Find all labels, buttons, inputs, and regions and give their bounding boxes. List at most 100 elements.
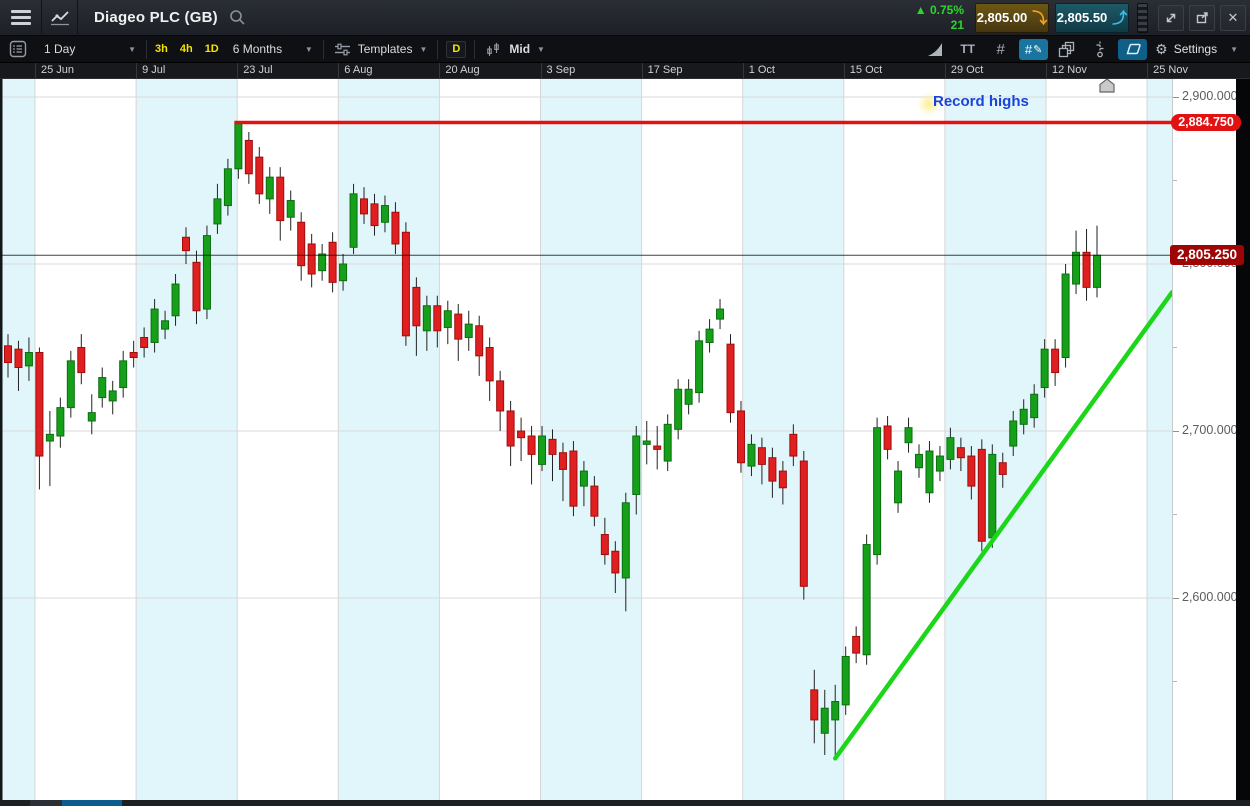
draw-hash-icon: # <box>1024 41 1033 57</box>
date-tick <box>742 63 744 79</box>
interval-badge-button[interactable]: D <box>446 40 467 58</box>
pencil-icon: ✎ <box>1033 43 1043 56</box>
settings-label: Settings <box>1173 42 1218 56</box>
price-basis-value: Mid <box>509 42 531 56</box>
date-axis[interactable]: 25 Jun 9 Jul 23 Jul 6 Aug 20 Aug 3 Sep 17 Sep 1… <box>0 63 1250 79</box>
ohlc-marker-tool-button[interactable] <box>1085 39 1114 60</box>
quick-period-3h[interactable]: 3h <box>155 43 168 55</box>
sell-price: 2,805.00 <box>976 10 1028 25</box>
price-tick <box>1173 430 1179 432</box>
date-tick-label: 9 Jul <box>142 64 166 76</box>
price-minor-tick <box>1173 180 1177 181</box>
bottom-panel-edge <box>0 800 1250 806</box>
legend-button[interactable] <box>0 36 36 63</box>
chart-toolbar: 1 Day ▼ 3h 4h 1D 6 Months ▼ Templates ▼ … <box>0 36 1250 63</box>
settings-button[interactable]: ⚙ Settings ▼ <box>1149 41 1244 58</box>
divider <box>322 39 324 59</box>
price-tick <box>1173 96 1179 98</box>
chart-type-button[interactable] <box>42 0 78 36</box>
draw-tool-button-active[interactable]: # ✎ <box>1019 38 1049 60</box>
close-button[interactable]: ✕ <box>1220 4 1246 31</box>
date-tick <box>641 63 643 79</box>
ohlc-marker-icon <box>1096 41 1104 58</box>
text-tool-button[interactable]: TT <box>953 39 982 60</box>
divider <box>146 39 147 59</box>
quick-period-4h[interactable]: 4h <box>179 43 193 55</box>
popout-button[interactable] <box>1189 4 1215 31</box>
date-tick-label: 20 Aug <box>445 64 480 76</box>
quick-period-1d[interactable]: 1D <box>204 43 219 55</box>
chevron-down-icon: ▼ <box>128 44 136 54</box>
sliders-icon <box>334 43 350 56</box>
date-tick <box>944 63 946 79</box>
hamburger-icon <box>10 7 31 28</box>
close-icon: ✕ <box>1227 9 1239 25</box>
date-tick-label: 25 Jun <box>41 64 75 76</box>
current-price-label: 2,805.250 <box>1170 245 1244 266</box>
right-edge-gutter <box>1236 79 1250 806</box>
date-tick <box>1147 63 1149 79</box>
bottom-panel-active-tab-edge[interactable] <box>62 800 122 806</box>
layers-tool-button[interactable] <box>1052 39 1081 60</box>
window-title-bar: Diageo PLC (GB) ▲ 0.75% 21 2,805.00 ⤵ 2,… <box>0 0 1250 36</box>
date-tick <box>35 63 36 79</box>
search-button[interactable] <box>228 8 247 27</box>
period-dropdown[interactable]: 1 Day ▼ <box>36 36 144 63</box>
maximize-button[interactable] <box>1158 4 1184 31</box>
grid-icon: # <box>996 40 1005 58</box>
grid-tool-button[interactable]: # <box>986 39 1015 60</box>
instrument-title: Diageo PLC (GB) <box>94 9 218 26</box>
resistance-price-label: 2,884.750 <box>1171 113 1241 131</box>
trend-tool-button[interactable] <box>920 39 949 60</box>
date-tick <box>843 63 845 79</box>
date-tick <box>540 63 542 79</box>
line-chart-icon <box>50 10 69 25</box>
hamburger-menu-button[interactable] <box>0 0 42 36</box>
date-tick-label: 3 Sep <box>546 64 576 76</box>
price-tick-label: 2,600.000 <box>1182 590 1238 604</box>
price-change: ▲ 0.75% 21 <box>915 3 964 33</box>
price-basis-dropdown[interactable]: Mid ▼ <box>477 36 553 63</box>
templates-dropdown[interactable]: Templates ▼ <box>326 36 436 63</box>
date-tick-label: 1 Oct <box>748 64 775 76</box>
buy-arrow-icon: ⤴ <box>1112 10 1128 27</box>
chevron-down-icon: ▼ <box>419 44 428 54</box>
date-tick <box>136 63 138 79</box>
buy-button[interactable]: 2,805.50 ⤴ <box>1055 2 1129 33</box>
price-tick-label: 2,900.000 <box>1182 89 1238 103</box>
sell-button[interactable]: 2,805.00 ⤵ <box>975 2 1049 33</box>
bottom-panel-segment <box>30 800 62 806</box>
range-dropdown[interactable]: 6 Months ▼ <box>225 36 321 63</box>
date-tick-label: 15 Oct <box>849 64 883 76</box>
price-tick <box>1173 597 1179 599</box>
templates-label: Templates <box>357 42 413 56</box>
record-highs-annotation[interactable]: Record highs <box>933 93 1029 110</box>
price-minor-tick <box>1173 681 1177 682</box>
date-tick <box>338 63 340 79</box>
text-tool-icon: TT <box>960 42 975 56</box>
expand-icon <box>1166 13 1176 22</box>
search-icon <box>230 10 245 25</box>
list-icon <box>9 40 27 58</box>
buy-price: 2,805.50 <box>1056 10 1108 25</box>
date-tick-label: 29 Oct <box>950 64 984 76</box>
trapezoid-shape-icon <box>1126 43 1141 55</box>
price-minor-tick <box>1173 347 1177 348</box>
change-percent: ▲ 0.75% <box>914 2 964 17</box>
quote-cluster: ▲ 0.75% 21 2,805.00 ⤵ 2,805.50 ⤴ <box>915 2 1250 33</box>
date-tick <box>439 63 441 79</box>
divider <box>474 39 476 59</box>
candlestick-plot[interactable] <box>0 79 1172 806</box>
candlestick-icon <box>487 42 500 56</box>
date-tick-label: 23 Jul <box>243 64 273 76</box>
shape-tool-button-active[interactable] <box>1118 38 1148 60</box>
drag-grip-handle[interactable] <box>1137 2 1148 33</box>
chevron-down-icon: ▼ <box>1230 44 1238 54</box>
chevron-down-icon: ▼ <box>537 44 545 54</box>
range-value: 6 Months <box>232 42 283 56</box>
gear-icon: ⚙ <box>1155 40 1168 57</box>
annotation-anchor-glow <box>917 92 941 116</box>
